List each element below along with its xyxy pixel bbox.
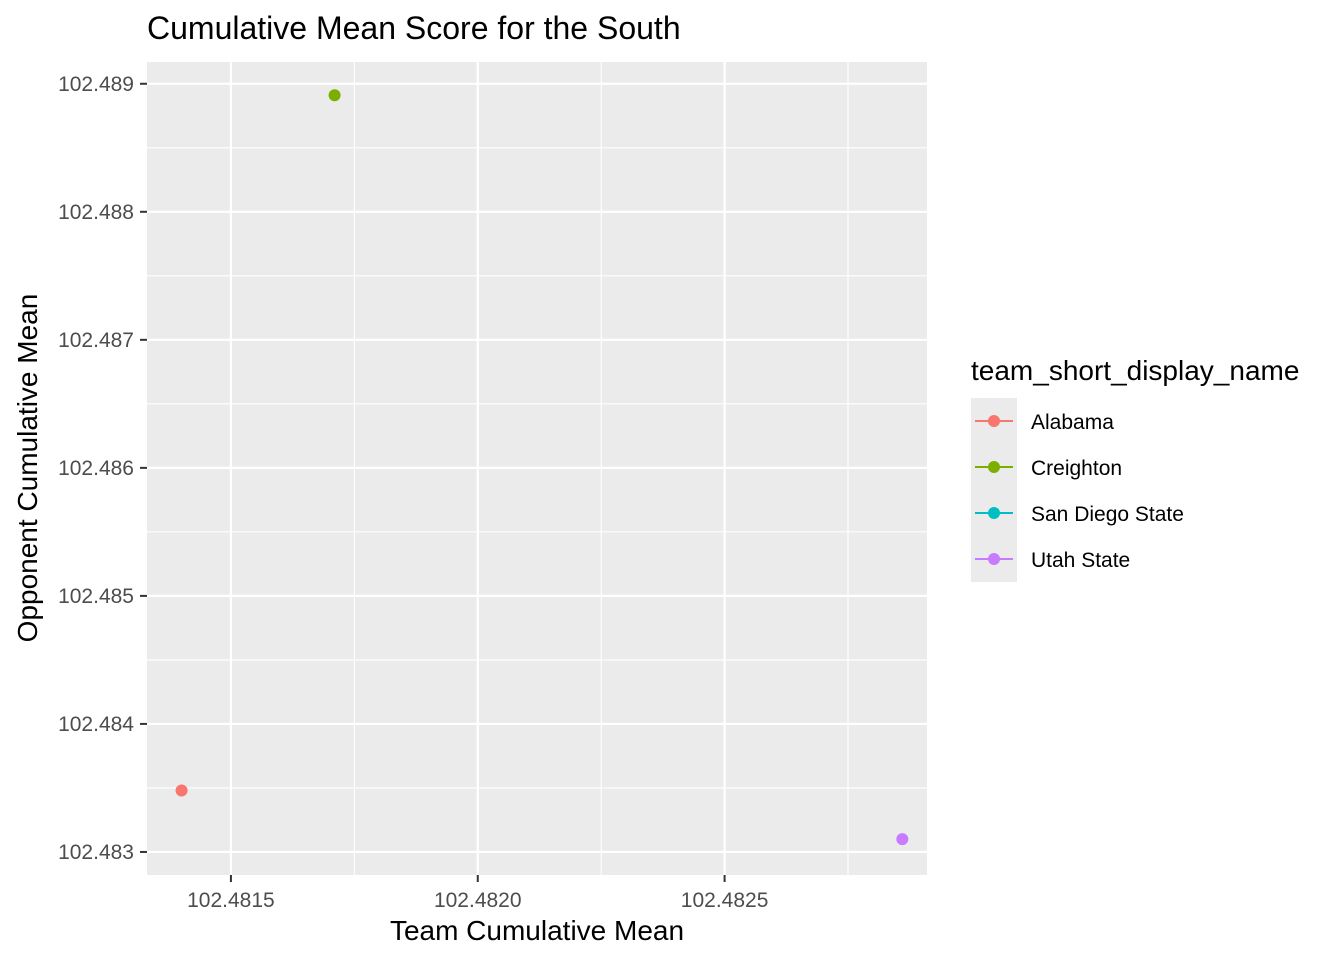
legend-label: Utah State (1031, 549, 1130, 572)
data-points (175, 89, 909, 846)
y-tick-label: 102.487 (58, 329, 134, 352)
major-gridlines (147, 62, 927, 875)
y-tick-label: 102.488 (58, 201, 134, 224)
legend-label: Creighton (1031, 457, 1122, 480)
x-axis-title: Team Cumulative Mean (390, 915, 684, 946)
x-tick-label: 102.4825 (681, 889, 769, 912)
y-axis-title: Opponent Cumulative Mean (12, 294, 43, 643)
y-tick-label: 102.484 (58, 713, 134, 736)
legend-key-point (988, 415, 1000, 427)
x-tick-label: 102.4815 (187, 889, 275, 912)
legend-key-point (988, 507, 1000, 519)
legend-key-point (988, 553, 1000, 565)
y-tick-label: 102.485 (58, 585, 134, 608)
x-axis: 102.4815 102.4820 102.4825 (187, 875, 768, 912)
data-point-utah-state (896, 833, 909, 846)
legend-label: Alabama (1031, 411, 1114, 434)
legend-items: Alabama Creighton San Diego State Utah Stat… (971, 398, 1184, 582)
x-tick-label: 102.4820 (434, 889, 522, 912)
y-tick-label: 102.483 (58, 841, 134, 864)
legend-title: team_short_display_name (971, 355, 1299, 386)
legend-label: San Diego State (1031, 503, 1184, 526)
data-point-creighton (328, 89, 341, 102)
y-tick-label: 102.486 (58, 457, 134, 480)
y-tick-label: 102.489 (58, 73, 134, 96)
legend-key-point (988, 461, 1000, 473)
y-axis: 102.483 102.484 102.485 102.486 102.487 102.4… (58, 73, 147, 864)
legend: team_short_display_name Alabama Creighton… (971, 355, 1299, 582)
chart-title: Cumulative Mean Score for the South (147, 10, 681, 46)
data-point-alabama (175, 784, 188, 797)
